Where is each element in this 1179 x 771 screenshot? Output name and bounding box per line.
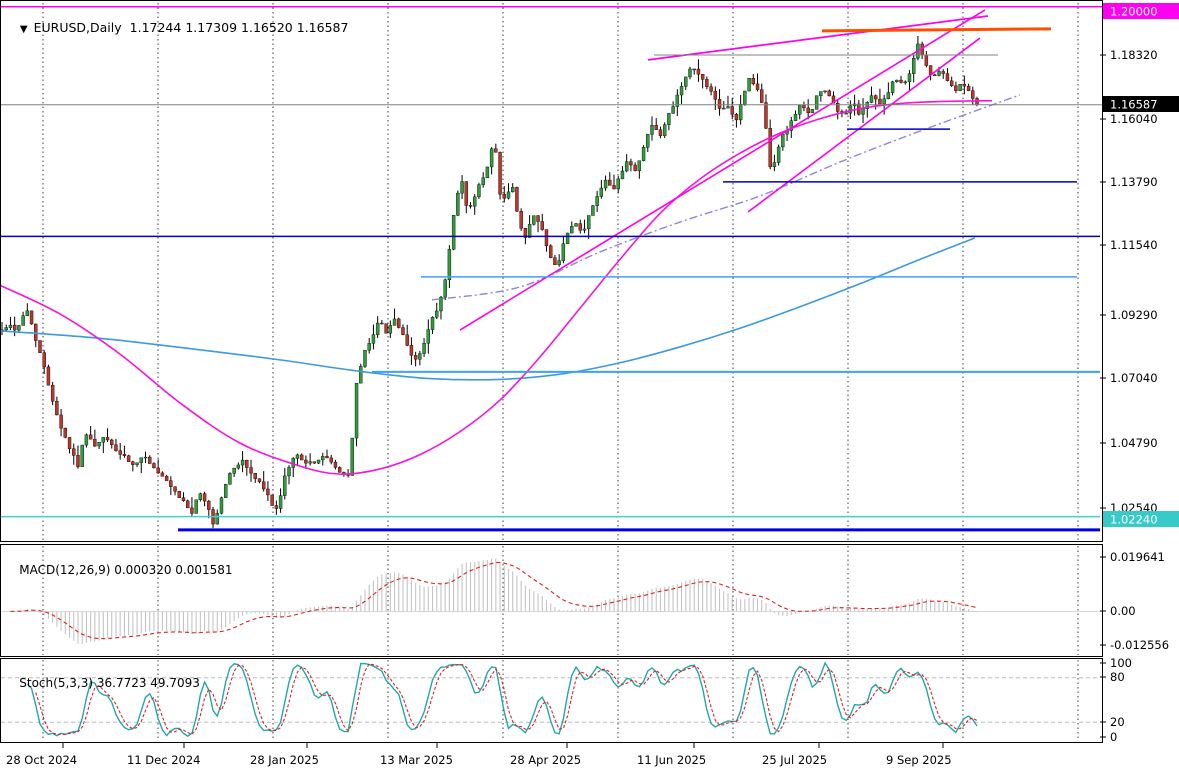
stoch-panel <box>1 661 1100 737</box>
trendline-steep <box>747 37 981 213</box>
stoch-d-line <box>35 663 978 736</box>
time-axis-label: 25 Jul 2025 <box>762 753 827 767</box>
time-axis-label: 28 Apr 2025 <box>510 753 581 767</box>
time-axis-label: 28 Oct 2024 <box>6 753 77 767</box>
macd-signal-line <box>10 561 978 640</box>
price-axis-label: 1.09290 <box>1110 308 1158 322</box>
time-axis-label: 13 Mar 2025 <box>380 753 453 767</box>
macd-axis-label: 0.00 <box>1110 604 1136 618</box>
dash-dot-trendline <box>431 94 1021 301</box>
price-axis[interactable]: 1.18320 1.16040 1.13790 1.11540 1.09290 1.070… <box>1100 3 1179 744</box>
moving-averages <box>1 94 1021 475</box>
candlesticks <box>1 35 979 529</box>
price-axis-label: 1.18320 <box>1110 48 1158 62</box>
price-badge <box>1103 511 1179 527</box>
price-axis-label: 1.13790 <box>1110 175 1158 189</box>
time-axis-label: 11 Jun 2025 <box>637 753 706 767</box>
price-axis-label: 1.11540 <box>1110 238 1158 252</box>
horizontal-lines[interactable] <box>0 6 1103 532</box>
price-badge <box>1103 96 1179 112</box>
trendline-upper <box>647 15 989 61</box>
time-axis-label: 28 Jan 2025 <box>250 753 319 767</box>
price-badge <box>1103 3 1179 19</box>
macd-axis-label: -0.012556 <box>1110 638 1169 652</box>
stoch-axis-label: 20 <box>1110 715 1125 729</box>
vertical-gridlines <box>42 3 1079 741</box>
price-badge-value: 1.16587 <box>1110 98 1158 112</box>
macd-axis-label: 0.019641 <box>1110 550 1165 564</box>
time-axis-label: 9 Sep 2025 <box>886 753 952 767</box>
price-axis-label: 1.07040 <box>1110 371 1158 385</box>
price-badge-value: 1.02240 <box>1110 513 1158 527</box>
price-axis-label: 1.04790 <box>1110 436 1158 450</box>
symbol-dropdown-icon[interactable]: ▼ <box>19 24 28 35</box>
ma-slow-blue <box>1 237 976 381</box>
price-axis-label: 1.16040 <box>1110 112 1158 126</box>
stoch-k-line <box>26 661 978 737</box>
time-axis[interactable]: 28 Oct 2024 11 Dec 2024 28 Jan 2025 13 Mar … <box>6 743 952 767</box>
time-axis-label: 11 Dec 2024 <box>127 753 200 767</box>
price-badge-value: 1.20000 <box>1110 5 1158 19</box>
panel-borders <box>0 0 1103 743</box>
stoch-axis-label: 0 <box>1110 730 1117 744</box>
stoch-axis-label: 100 <box>1110 656 1132 670</box>
stoch-axis-label: 80 <box>1110 670 1125 684</box>
ma-fast-magenta <box>1 99 993 475</box>
resistance-orange <box>821 27 1052 33</box>
macd-panel <box>1 558 1100 644</box>
